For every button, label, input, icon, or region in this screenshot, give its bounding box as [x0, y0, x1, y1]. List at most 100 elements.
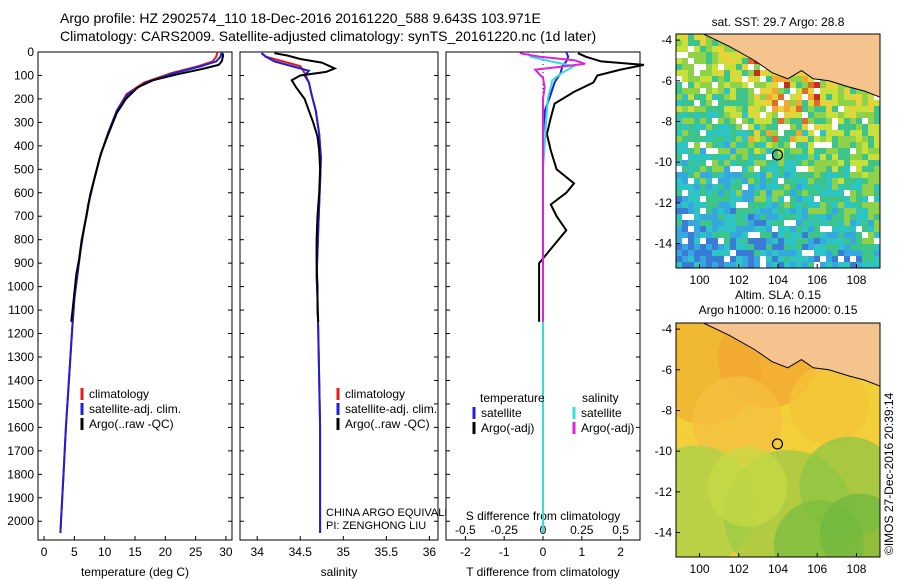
sst-cell [730, 100, 736, 106]
sst-cell [802, 118, 808, 124]
sst-cell [790, 178, 796, 184]
sst-cell [838, 178, 844, 184]
sst-cell [700, 52, 706, 58]
sst-cell [772, 112, 778, 118]
sst-cell [838, 208, 844, 214]
sst-cell [766, 190, 772, 196]
sst-cell [718, 226, 724, 232]
x2-tick-label: 0.25 [570, 523, 594, 537]
sst-cell [712, 130, 718, 136]
sst-cell [832, 262, 838, 268]
sst-cell [712, 64, 718, 70]
sst-cell [778, 94, 784, 100]
sst-cell [826, 106, 832, 112]
pi-annotation: PI: ZENGHONG LIU [326, 520, 426, 532]
sst-cell [706, 178, 712, 184]
sst-cell [832, 226, 838, 232]
sst-cell [724, 124, 730, 130]
sst-cell [676, 46, 682, 52]
sst-cell [688, 100, 694, 106]
sst-cell [760, 226, 766, 232]
sst-cell [850, 172, 856, 178]
sst-cell [784, 178, 790, 184]
sst-cell [850, 208, 856, 214]
sst-cell [748, 226, 754, 232]
sst-cell [760, 82, 766, 88]
sst-cell [808, 262, 814, 268]
sst-cell [826, 178, 832, 184]
sst-cell [838, 196, 844, 202]
sst-cell [724, 46, 730, 52]
sst-cell [724, 262, 730, 268]
lat-tick-label: -14 [655, 526, 673, 540]
sst-cell [784, 208, 790, 214]
sst-cell [754, 220, 760, 226]
sst-cell [814, 112, 820, 118]
sst-cell [694, 112, 700, 118]
sla-blob [707, 446, 788, 527]
sst-cell [760, 148, 766, 154]
sst-cell [718, 130, 724, 136]
sst-cell [760, 214, 766, 220]
sst-cell [688, 118, 694, 124]
sst-cell [826, 190, 832, 196]
sst-cell [790, 118, 796, 124]
sst-cell [856, 220, 862, 226]
legend-label: climatology [89, 387, 149, 401]
sst-cell [856, 184, 862, 190]
sst-cell [676, 94, 682, 100]
sst-cell [682, 160, 688, 166]
sst-cell [868, 190, 874, 196]
sst-cell [742, 154, 748, 160]
sst-cell [856, 202, 862, 208]
sst-cell [718, 136, 724, 142]
sst-cell [796, 136, 802, 142]
sst-cell [712, 88, 718, 94]
profile-title: Argo profile: HZ 2902574_110 18-Dec-2016… [60, 10, 541, 26]
legend-group-title: temperature [480, 391, 545, 405]
sst-cell [772, 250, 778, 256]
sst-cell [724, 82, 730, 88]
sst-cell [856, 208, 862, 214]
sst-cell [706, 190, 712, 196]
sst-cell [802, 106, 808, 112]
sst-cell [676, 40, 682, 46]
sst-cell [700, 160, 706, 166]
sst-cell [760, 220, 766, 226]
sst-cell [778, 262, 784, 268]
y-tick-label: 1900 [7, 491, 34, 505]
sst-cell [874, 148, 880, 154]
sst-cell [748, 172, 754, 178]
sst-cell [694, 184, 700, 190]
sst-cell [754, 178, 760, 184]
lon-tick-label: 106 [807, 273, 827, 287]
sst-cell [724, 88, 730, 94]
sst-cell [826, 88, 832, 94]
sst-cell [808, 202, 814, 208]
sst-cell [706, 40, 712, 46]
lat-tick-label: -6 [661, 74, 672, 88]
sst-cell [736, 82, 742, 88]
sst-cell [868, 184, 874, 190]
sst-cell [700, 94, 706, 100]
sst-cell [766, 256, 772, 262]
sst-cell [706, 130, 712, 136]
sst-cell [808, 166, 814, 172]
sst-cell [694, 130, 700, 136]
sst-cell [862, 148, 868, 154]
sst-cell [778, 154, 784, 160]
sst-cell [694, 154, 700, 160]
sst-cell [814, 148, 820, 154]
y-tick-label: 500 [14, 162, 34, 176]
sst-cell [868, 166, 874, 172]
sst-cell [748, 106, 754, 112]
sst-cell [754, 148, 760, 154]
sst-cell [718, 208, 724, 214]
sst-cell [700, 232, 706, 238]
sst-cell [856, 238, 862, 244]
sst-cell [730, 220, 736, 226]
x-tick-label: 20 [159, 545, 173, 559]
sst-cell [814, 226, 820, 232]
sst-cell [772, 220, 778, 226]
sst-cell [730, 262, 736, 268]
